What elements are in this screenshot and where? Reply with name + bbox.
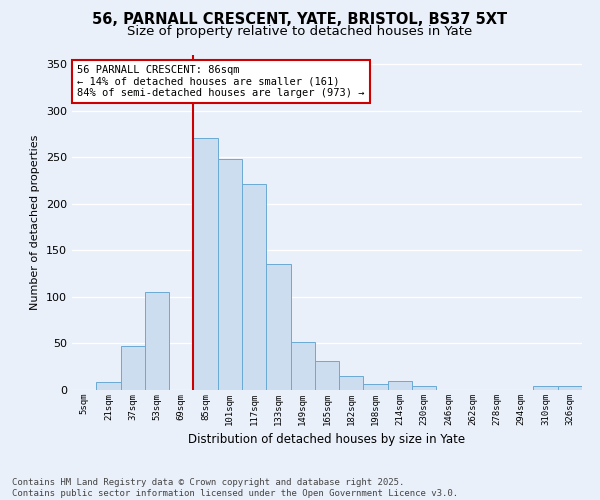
Bar <box>388 380 412 390</box>
Bar <box>96 382 121 390</box>
Text: 56 PARNALL CRESCENT: 86sqm
← 14% of detached houses are smaller (161)
84% of sem: 56 PARNALL CRESCENT: 86sqm ← 14% of deta… <box>77 65 365 98</box>
Bar <box>193 138 218 390</box>
Bar <box>558 386 582 390</box>
Bar <box>242 184 266 390</box>
Bar <box>412 386 436 390</box>
Text: Contains HM Land Registry data © Crown copyright and database right 2025.
Contai: Contains HM Land Registry data © Crown c… <box>12 478 458 498</box>
Bar <box>145 292 169 390</box>
Bar <box>290 342 315 390</box>
Y-axis label: Number of detached properties: Number of detached properties <box>31 135 40 310</box>
Bar <box>315 361 339 390</box>
Bar <box>218 159 242 390</box>
X-axis label: Distribution of detached houses by size in Yate: Distribution of detached houses by size … <box>188 434 466 446</box>
Bar <box>364 384 388 390</box>
Bar <box>533 386 558 390</box>
Bar <box>339 376 364 390</box>
Bar <box>266 264 290 390</box>
Text: Size of property relative to detached houses in Yate: Size of property relative to detached ho… <box>127 25 473 38</box>
Bar <box>121 346 145 390</box>
Text: 56, PARNALL CRESCENT, YATE, BRISTOL, BS37 5XT: 56, PARNALL CRESCENT, YATE, BRISTOL, BS3… <box>92 12 508 28</box>
